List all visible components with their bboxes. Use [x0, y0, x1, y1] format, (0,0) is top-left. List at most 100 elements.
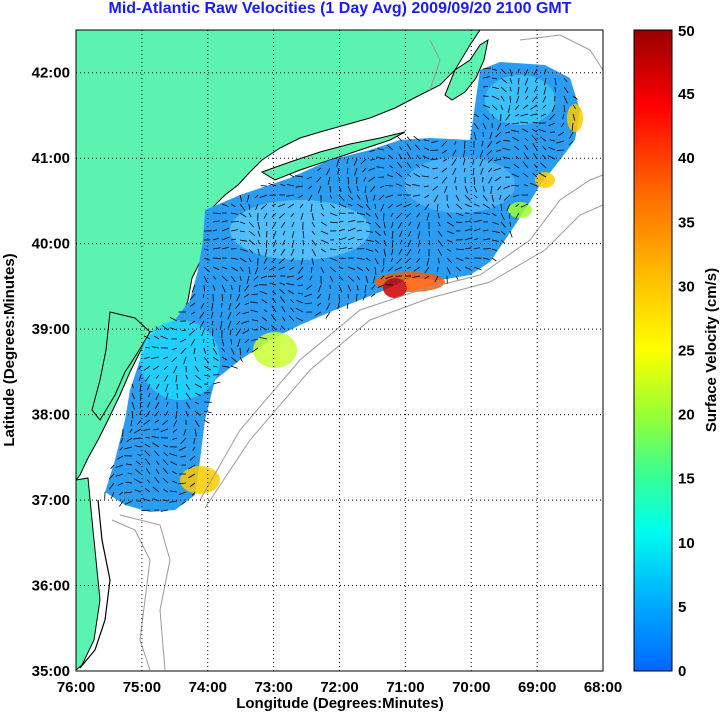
velocity-arrow	[194, 374, 202, 381]
velocity-arrow	[347, 219, 356, 223]
velocity-arrow	[239, 212, 247, 218]
velocity-arrow	[221, 246, 229, 250]
velocity-arrow	[554, 86, 556, 93]
velocity-arrow	[194, 428, 197, 437]
x-tick-label: 72:00	[320, 679, 358, 696]
velocity-arrow	[451, 158, 457, 166]
velocity-arrow	[338, 247, 347, 250]
velocity-arrow	[563, 77, 568, 83]
y-tick-label: 40:00	[32, 236, 70, 253]
velocity-arrow	[512, 136, 520, 142]
velocity-arrow	[316, 176, 322, 183]
velocity-arrow	[395, 171, 403, 178]
velocity-arrow	[464, 220, 472, 223]
velocity-arrow	[346, 158, 349, 164]
velocity-arrow	[462, 149, 466, 158]
velocity-arrow	[238, 284, 241, 293]
velocity-arrow	[397, 136, 403, 142]
velocity-arrow	[302, 230, 305, 239]
velocity-arrow	[212, 247, 221, 250]
velocity-arrow	[417, 239, 421, 247]
velocity-arrow	[257, 230, 261, 237]
velocity-arrow	[421, 175, 430, 178]
velocity-arrow	[221, 266, 228, 270]
velocity-arrow	[239, 356, 243, 362]
velocity-arrow	[134, 489, 142, 493]
velocity-arrow	[300, 257, 304, 266]
velocity-arrow	[347, 176, 350, 185]
velocity-arrow	[165, 392, 169, 401]
velocity-arrow	[189, 455, 196, 461]
velocity-arrow	[424, 266, 430, 274]
velocity-arrow	[338, 220, 344, 223]
velocity-arrow	[378, 194, 385, 200]
velocity-arrow	[144, 488, 151, 493]
velocity-arrow	[540, 136, 547, 142]
velocity-arrow	[523, 152, 529, 160]
velocity-arrow	[310, 266, 313, 273]
velocity-arrow	[189, 320, 196, 325]
velocity-arrow	[169, 317, 178, 322]
velocity-arrow	[325, 311, 331, 319]
velocity-arrow	[239, 239, 248, 242]
velocity-arrow	[257, 239, 260, 245]
velocity-arrow	[221, 236, 230, 241]
velocity-arrow	[165, 401, 169, 407]
colorbar-tick-label: 10	[678, 535, 695, 552]
velocity-arrow	[268, 266, 277, 271]
velocity-arrow	[131, 401, 135, 410]
velocity-arrow	[153, 335, 160, 340]
velocity-arrow	[311, 248, 317, 257]
velocity-arrow	[169, 490, 178, 493]
velocity-arrow	[365, 221, 372, 225]
velocity-arrow	[144, 443, 151, 448]
velocity-arrow	[441, 176, 448, 184]
velocity-arrow	[389, 165, 394, 169]
velocity-arrow	[139, 410, 142, 416]
velocity-arrow	[369, 149, 376, 153]
velocity-arrow	[221, 293, 224, 301]
velocity-arrow	[120, 437, 124, 444]
velocity-arrow	[188, 464, 196, 470]
velocity-arrow	[491, 230, 500, 234]
velocity-arrow	[482, 229, 489, 232]
velocity-arrow	[533, 68, 538, 76]
velocity-arrow	[145, 374, 151, 382]
velocity-arrow	[154, 419, 160, 423]
velocity-arrow	[139, 401, 142, 409]
velocity-arrow	[488, 176, 493, 184]
velocity-arrow	[379, 185, 385, 189]
velocity-arrow	[491, 221, 499, 225]
y-tick-label: 39:00	[32, 321, 70, 338]
velocity-arrow	[212, 212, 221, 215]
velocity-arrow	[531, 95, 538, 103]
velocity-arrow	[391, 248, 394, 256]
velocity-arrow	[338, 266, 344, 270]
velocity-arrow	[569, 131, 574, 139]
velocity-arrow	[374, 212, 379, 220]
velocity-arrow	[428, 230, 431, 237]
velocity-arrow	[464, 266, 471, 270]
velocity-arrow	[179, 338, 187, 343]
velocity-arrow	[509, 77, 513, 84]
velocity-arrow	[115, 464, 124, 468]
velocity-arrow	[173, 365, 178, 374]
velocity-arrow	[311, 230, 316, 236]
velocity-arrow	[542, 95, 547, 103]
velocity-arrow	[155, 383, 160, 390]
velocity-arrow	[502, 147, 511, 151]
velocity-arrow	[210, 311, 214, 319]
velocity-arrow	[310, 203, 313, 212]
velocity-arrow	[329, 194, 333, 199]
velocity-arrow	[242, 311, 250, 315]
velocity-arrow	[540, 162, 547, 169]
velocity-arrow	[495, 140, 502, 144]
velocity-arrow	[509, 230, 513, 238]
velocity-arrow	[212, 237, 219, 241]
velocity-arrow	[212, 229, 218, 232]
velocity-arrow	[473, 266, 482, 271]
velocity-arrow	[175, 374, 178, 383]
velocity-arrow	[500, 239, 506, 244]
velocity-arrow	[423, 139, 430, 142]
velocity-arrow	[143, 365, 151, 371]
